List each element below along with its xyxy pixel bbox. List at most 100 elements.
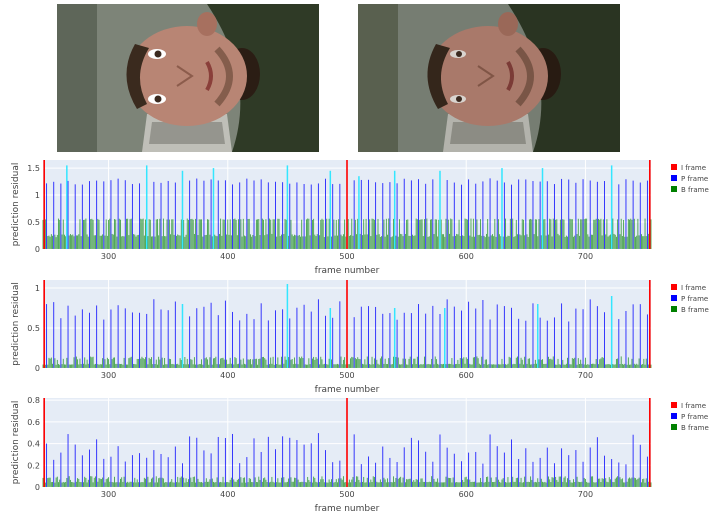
b-frame-bar	[519, 363, 521, 368]
p-frame-bar	[46, 443, 48, 487]
b-frame-bar	[583, 364, 585, 368]
b-frame-bar	[242, 358, 244, 368]
b-frame-bar	[42, 477, 44, 487]
x-tick-label: 500	[339, 371, 354, 380]
b-frame-bar	[288, 478, 290, 487]
b-frame-bar	[297, 364, 299, 368]
p-frame-bar	[439, 314, 441, 368]
p-frame-bar	[196, 437, 198, 487]
b-frame-bar	[513, 363, 515, 368]
b-frame-bar	[105, 219, 107, 249]
b-frame-bar	[340, 478, 342, 487]
b-frame-bar	[156, 219, 158, 249]
b-frame-bar	[356, 359, 357, 368]
b-frame-bar	[291, 481, 293, 487]
b-frame-bar	[143, 359, 145, 368]
b-frame-bar	[620, 356, 622, 368]
p-frame-bar	[203, 450, 205, 487]
p-frame-bar	[460, 461, 462, 487]
skip-frame-bar	[66, 165, 68, 249]
b-frame-bar	[277, 218, 279, 249]
b-frame-bar	[273, 482, 275, 487]
b-frame-bar	[171, 479, 173, 487]
b-frame-bar	[102, 358, 104, 368]
b-frame-bar	[72, 364, 74, 368]
b-frame-bar	[72, 234, 74, 249]
face-photo-right	[358, 4, 620, 152]
skip-frame-bar	[444, 308, 446, 368]
b-frame-bar	[222, 476, 224, 487]
p-frame-bar	[232, 184, 234, 249]
b-frame-bar	[633, 363, 635, 368]
p-frame-bar	[317, 183, 319, 249]
b-frame-bar	[530, 218, 532, 249]
b-frame-bar	[428, 236, 430, 249]
b-frame-bar	[440, 363, 442, 368]
b-frame-bar	[302, 481, 304, 487]
b-frame-bar	[257, 364, 259, 368]
b-frame-bar	[458, 219, 460, 249]
b-frame-bar	[50, 357, 52, 368]
b-frame-bar	[549, 218, 551, 249]
b-frame-bar	[450, 218, 452, 249]
b-frame-bar	[350, 235, 352, 249]
skip-frame-bar	[610, 296, 613, 368]
b-frame-bar	[205, 234, 207, 249]
p-frame-bar	[124, 180, 126, 249]
b-frame-bar	[351, 356, 353, 368]
b-frame-bar	[449, 233, 450, 249]
b-frame-bar	[593, 363, 595, 368]
b-frame-bar	[610, 234, 611, 249]
b-frame-bar	[208, 481, 210, 487]
b-frame-bar	[570, 219, 572, 249]
b-frame-bar	[500, 482, 502, 487]
b-frame-bar	[205, 357, 207, 368]
b-frame-bar	[142, 482, 144, 487]
b-frame-bar	[326, 482, 328, 487]
b-frame-bar	[617, 358, 619, 368]
b-frame-bar	[259, 358, 261, 368]
b-frame-bar	[427, 363, 429, 368]
b-frame-bar	[145, 219, 146, 249]
p-frame-bar	[110, 309, 112, 368]
b-frame-bar	[592, 234, 594, 249]
b-frame-bar	[399, 477, 400, 487]
p-frame-bar	[239, 182, 241, 249]
b-frame-bar	[443, 234, 445, 249]
p-frame-bar	[339, 183, 341, 249]
b-frame-bar	[266, 364, 268, 368]
skip-frame-bar	[181, 170, 184, 249]
b-frame-bar	[617, 219, 619, 249]
b-frame-bar	[383, 363, 385, 368]
b-frame-bar	[50, 482, 52, 487]
b-frame-bar	[105, 479, 107, 487]
b-frame-bar	[556, 364, 558, 368]
b-frame-bar	[407, 479, 409, 487]
b-frame-bar	[78, 478, 80, 487]
y-axis-title: prediction residual	[11, 163, 21, 247]
b-frame-bar	[545, 482, 547, 487]
b-frame-bar	[211, 478, 213, 487]
b-frame-bar	[326, 218, 328, 249]
b-frame-bar	[341, 479, 343, 487]
b-frame-bar	[573, 236, 574, 249]
legend-label: B frame	[681, 424, 709, 432]
b-frame-bar	[440, 482, 442, 487]
b-frame-bar	[456, 363, 458, 368]
b-frame-bar	[161, 236, 163, 249]
b-frame-bar	[335, 219, 337, 249]
x-tick-label: 300	[101, 252, 116, 261]
b-frame-bar	[567, 357, 568, 368]
b-frame-bar	[285, 482, 287, 487]
i-frame-bar	[43, 160, 45, 249]
b-frame-bar	[98, 219, 100, 249]
y-tick-label: 1	[35, 284, 40, 293]
legend-label: P frame	[681, 295, 708, 303]
b-frame-bar	[241, 364, 243, 368]
b-frame-bar	[463, 481, 465, 487]
b-frame-bar	[452, 236, 454, 249]
b-frame-bar	[562, 481, 564, 487]
b-frame-bar	[512, 476, 514, 487]
b-frame-bar	[309, 235, 311, 249]
